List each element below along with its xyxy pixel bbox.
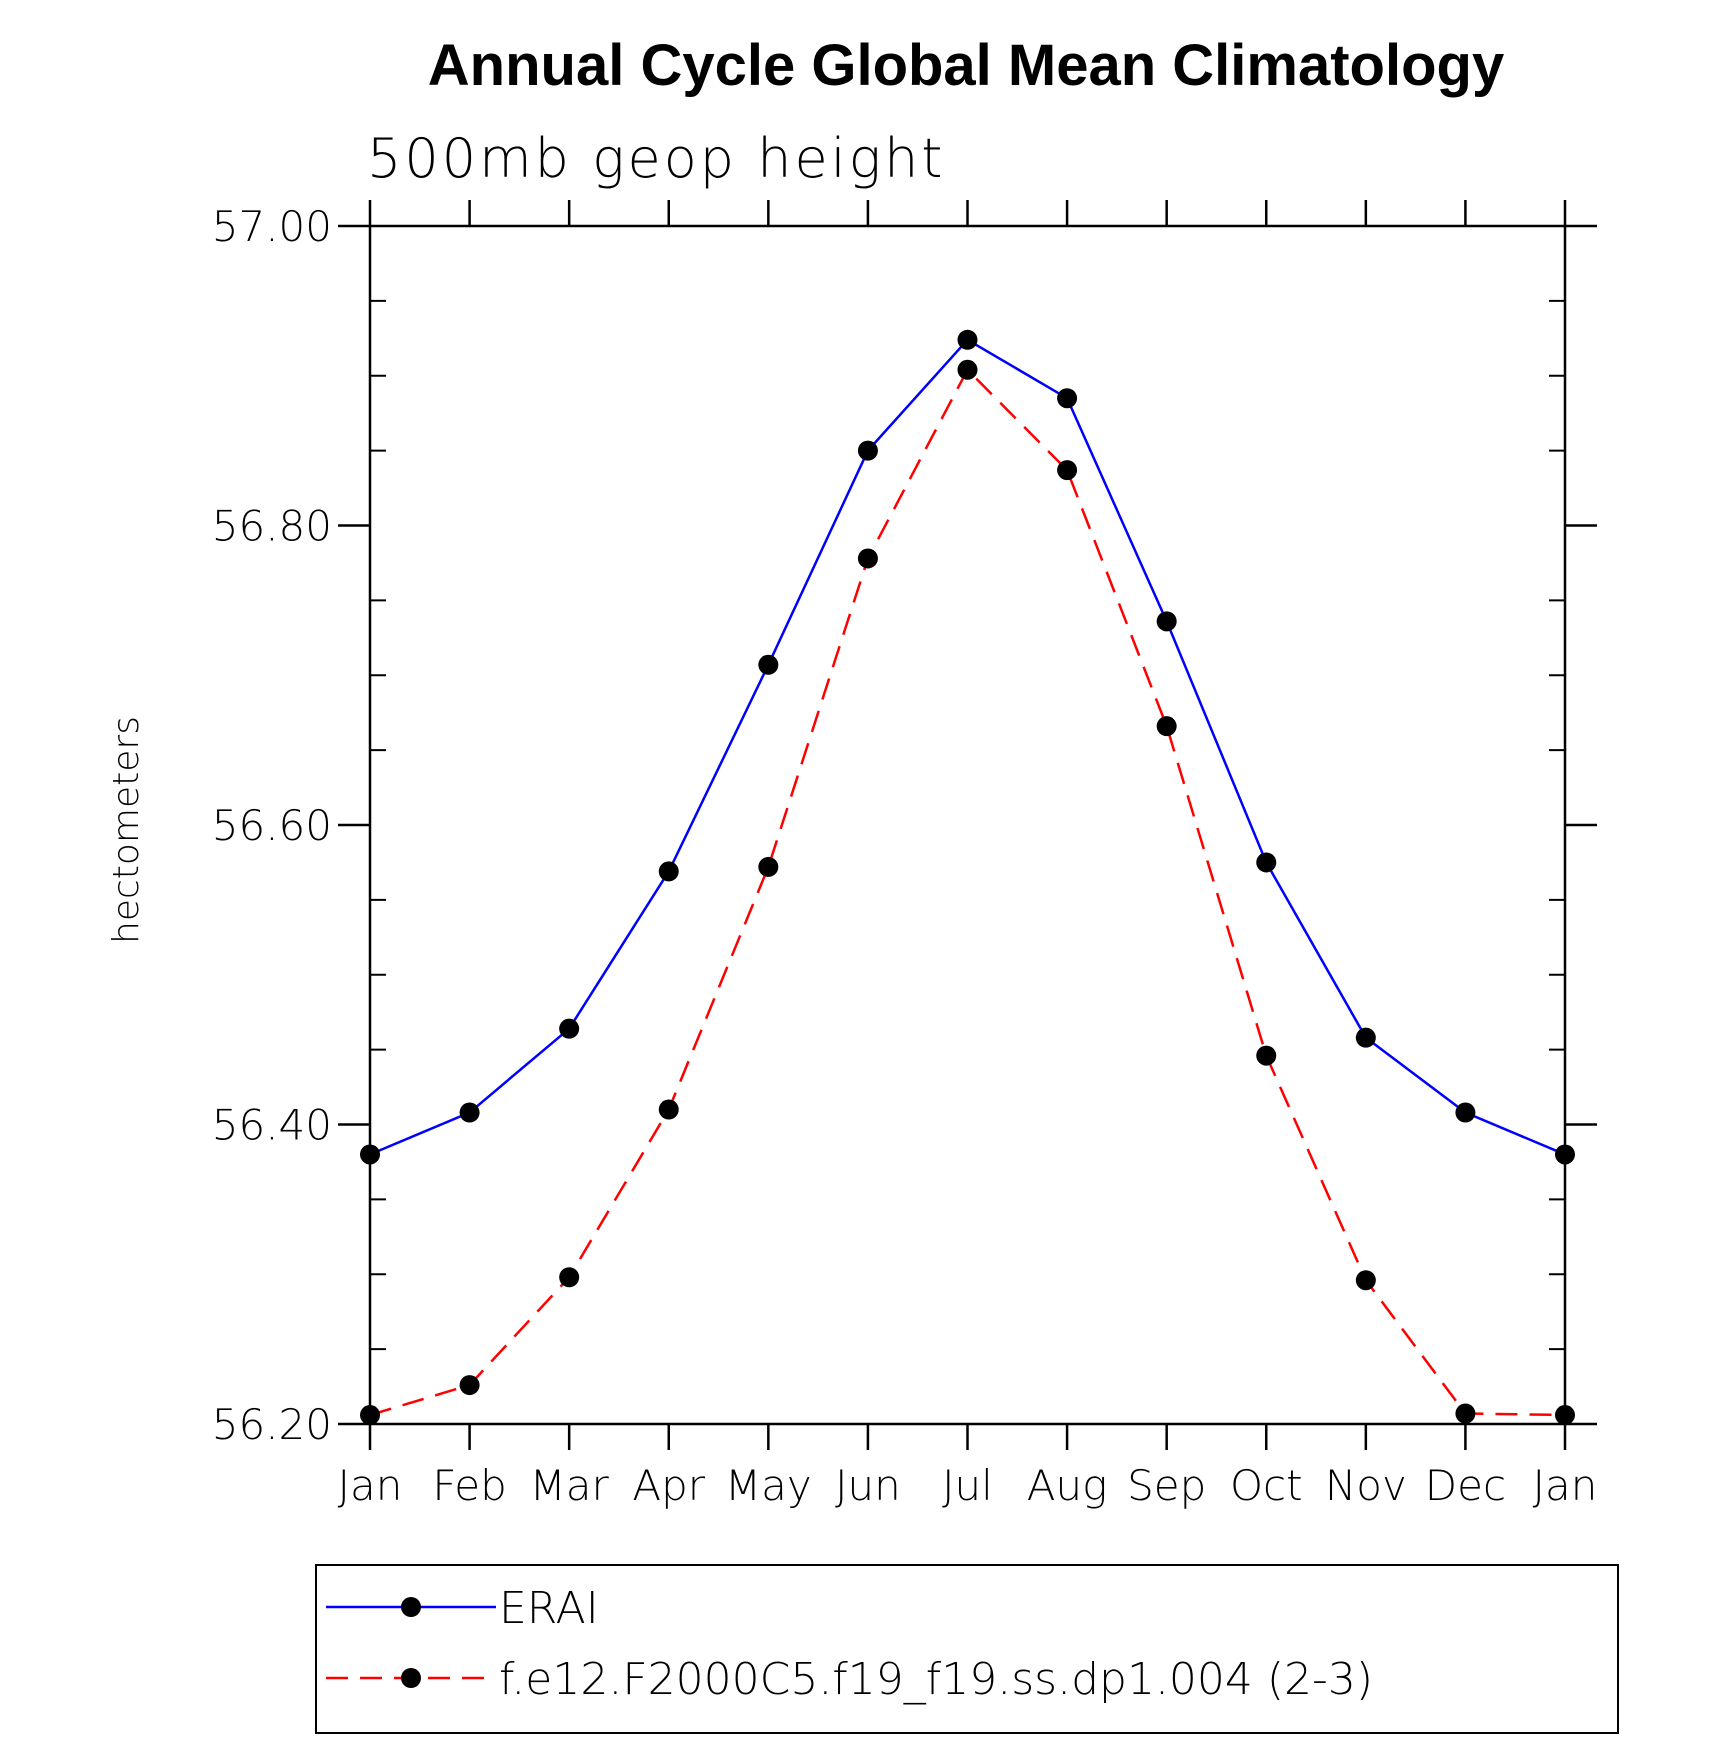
data-point (360, 1144, 380, 1165)
data-point (957, 329, 978, 350)
data-point (1355, 1270, 1376, 1291)
x-tick-label: May (725, 1461, 812, 1510)
data-point (1256, 1045, 1277, 1066)
y-axis-label: hectometers (106, 716, 147, 944)
legend-marker-1 (401, 1668, 421, 1688)
plot-frame (368, 224, 1567, 1426)
data-point (459, 1375, 480, 1396)
data-point (1156, 716, 1177, 737)
legend-box (315, 1564, 1619, 1734)
legend: ERAI f.e12.F2000C5.f19_f19.ss.dp1.004 (2-… (326, 1583, 1373, 1705)
data-point (559, 1018, 580, 1039)
axes: Jan Feb Mar Apr May Jun Jul Aug Sep Oct Nov Dec Jan5… (212, 200, 1598, 1510)
data-point (1156, 611, 1177, 632)
x-tick-label: Jun (835, 1461, 901, 1510)
x-tick-label: Jul (942, 1461, 993, 1510)
data-point (360, 1405, 380, 1426)
data-point (658, 1099, 679, 1120)
data-point (1555, 1405, 1575, 1426)
data-point (559, 1267, 580, 1288)
x-tick-label: Dec (1425, 1461, 1506, 1510)
y-tick-label: 57.00 (212, 202, 332, 251)
data-point (1555, 1144, 1575, 1165)
data-point (1455, 1102, 1476, 1123)
legend-label-0: ERAI (499, 1583, 599, 1634)
data-point (1057, 388, 1078, 409)
data-point (857, 548, 878, 569)
data-point (658, 861, 679, 882)
y-tick-label: 56.80 (212, 502, 332, 551)
series-layer (360, 329, 1575, 1426)
y-tick-label: 56.40 (212, 1101, 332, 1150)
data-point (1355, 1027, 1376, 1048)
legend-label-1: f.e12.F2000C5.f19_f19.ss.dp1.004 (2-3) (499, 1654, 1373, 1705)
x-tick-label: Jan (338, 1461, 403, 1510)
chart-title: Annual Cycle Global Mean Climatology (428, 33, 1504, 98)
data-point (1057, 460, 1078, 481)
x-tick-label: Sep (1127, 1461, 1206, 1510)
series-line-0 (369, 338, 1566, 1156)
x-tick-label: Apr (632, 1461, 705, 1510)
x-tick-label: Oct (1230, 1461, 1303, 1510)
data-point (758, 856, 779, 877)
data-point (758, 654, 779, 675)
x-tick-label: Aug (1027, 1461, 1108, 1510)
chart-subtitle: 500mb geop height (367, 127, 945, 190)
x-tick-label: Feb (432, 1461, 506, 1510)
y-tick-label: 56.60 (212, 801, 332, 850)
data-point (459, 1102, 480, 1123)
data-point (1256, 852, 1277, 873)
series-line-1 (369, 367, 1566, 1417)
data-point (957, 359, 978, 380)
y-tick-label: 56.20 (212, 1400, 332, 1449)
x-tick-label: Jan (1533, 1461, 1598, 1510)
data-point (1455, 1403, 1476, 1424)
x-tick-label: Mar (530, 1461, 610, 1510)
data-point (857, 440, 878, 461)
legend-marker-0 (401, 1597, 421, 1617)
x-tick-label: Nov (1325, 1461, 1407, 1510)
